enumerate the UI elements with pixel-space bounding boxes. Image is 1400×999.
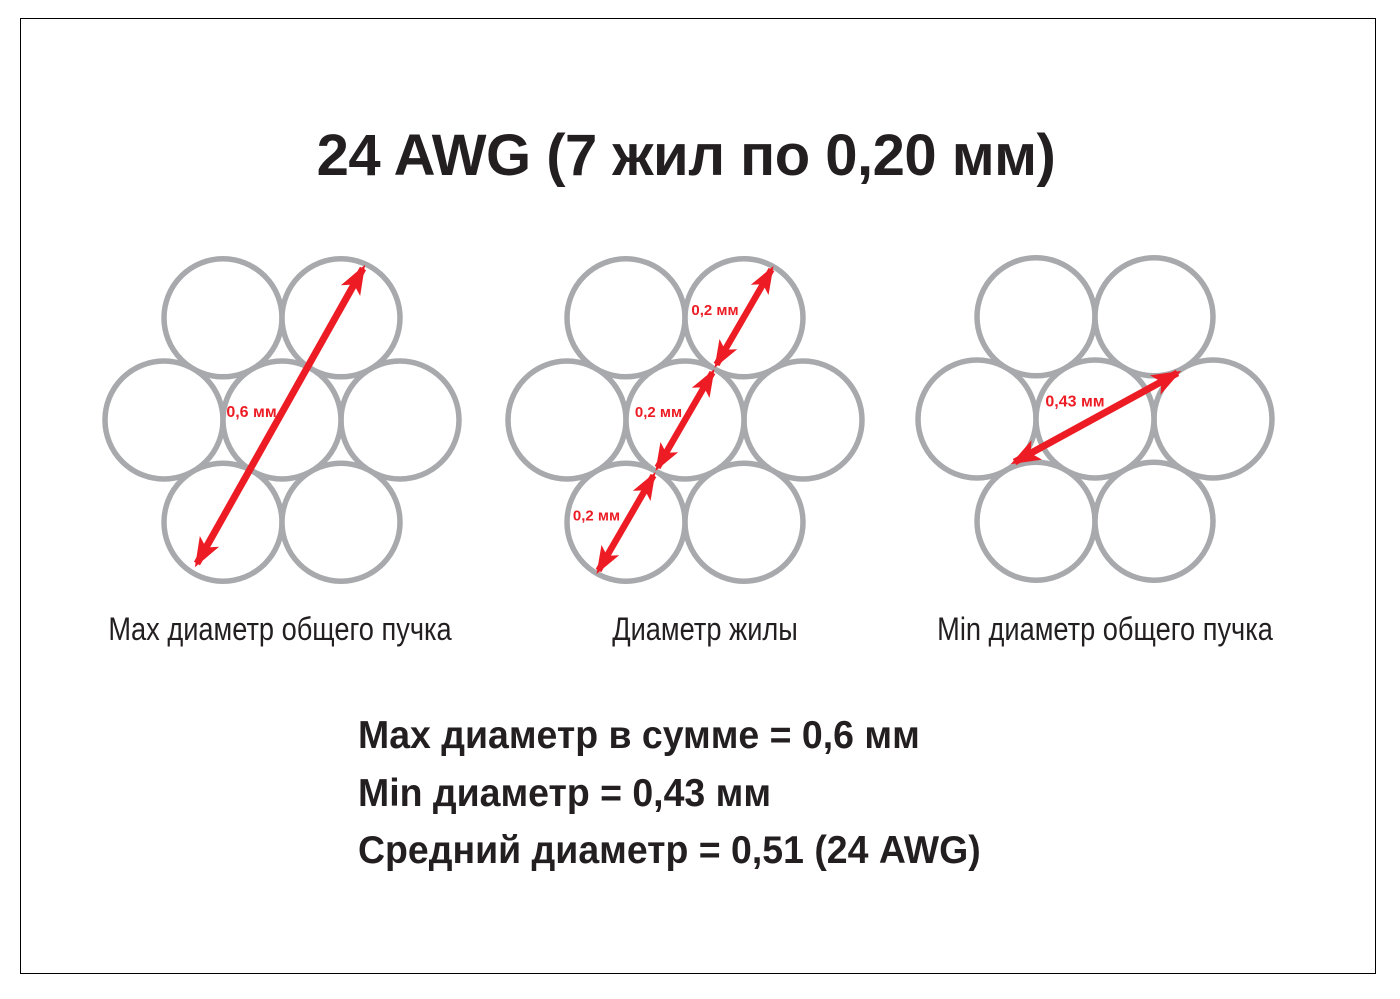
min-diameter-value: 0,43 мм [1045,394,1104,411]
strand-circle [338,358,462,482]
strand-circle [279,460,403,584]
summary-block: Max диаметр в сумме = 0,6 мм Min диаметр… [358,707,981,880]
strand-diameter-arrow-bottom [595,472,657,574]
strand-circle [564,256,688,380]
min-bundle-diagram: 0,43 мм [915,255,1275,583]
summary-line-max: Max диаметр в сумме = 0,6 мм [358,714,920,757]
strand-circle [1092,459,1216,583]
strand-circle [741,358,865,482]
strand-circle [1092,255,1216,379]
page-title: 24 AWG (7 жил по 0,20 мм) [316,122,1056,188]
caption-max-bundle: Max диаметр общего пучка [108,611,452,647]
strand-diameter-diagram: 0,2 мм 0,2 мм 0,2 мм [505,256,865,584]
strand-diameter-value-middle: 0,2 мм [635,404,682,421]
strand-circle [974,255,1098,379]
strand-circle [161,256,285,380]
max-diameter-arrow [193,264,367,568]
caption-strand: Диаметр жилы [612,611,798,647]
summary-line-min: Min диаметр = 0,43 мм [358,771,772,815]
min-diameter-arrow [1010,369,1182,466]
strand-circle [974,459,1098,583]
strand-diameter-arrow-middle [654,369,716,471]
strand-diameter-value-bottom: 0,2 мм [573,508,620,525]
strand-diameter-value-top: 0,2 мм [691,302,738,319]
max-bundle-diagram: 0,6 мм [102,256,462,584]
strand-circle [505,358,629,482]
strand-diameter-arrow-top [713,266,775,368]
strand-circle [682,460,806,584]
summary-line-average: Средний диаметр = 0,51 (24 AWG) [358,829,981,872]
strand-circle [102,358,226,482]
max-diameter-value: 0,6 мм [226,404,276,421]
strand-circle [279,256,403,380]
caption-min-bundle: Min диаметр общего пучка [937,611,1273,647]
